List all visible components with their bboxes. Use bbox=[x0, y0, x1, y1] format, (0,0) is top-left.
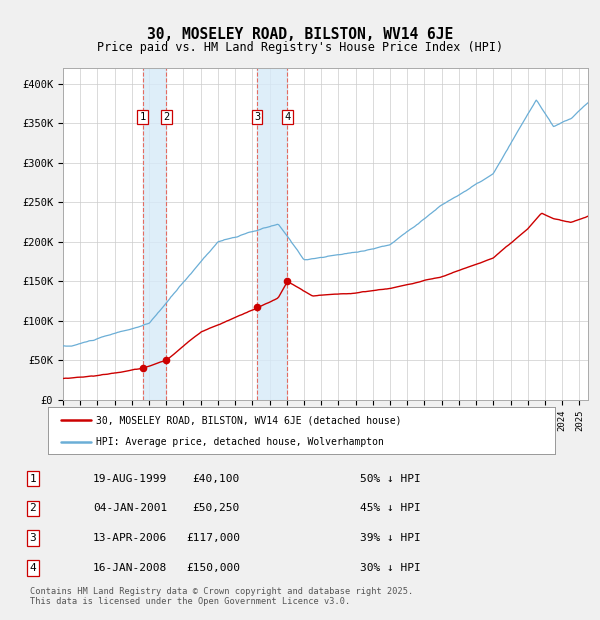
Text: 3: 3 bbox=[29, 533, 37, 543]
Text: 1: 1 bbox=[29, 474, 37, 484]
Text: £150,000: £150,000 bbox=[186, 563, 240, 573]
Text: 1: 1 bbox=[140, 112, 146, 122]
Text: £117,000: £117,000 bbox=[186, 533, 240, 543]
Text: 2: 2 bbox=[163, 112, 170, 122]
Text: 16-JAN-2008: 16-JAN-2008 bbox=[93, 563, 167, 573]
Text: £40,100: £40,100 bbox=[193, 474, 240, 484]
Bar bbox=[143, 68, 166, 400]
Text: HPI: Average price, detached house, Wolverhampton: HPI: Average price, detached house, Wolv… bbox=[96, 437, 384, 447]
Text: 45% ↓ HPI: 45% ↓ HPI bbox=[360, 503, 421, 513]
Text: 2: 2 bbox=[29, 503, 37, 513]
Bar bbox=[257, 68, 287, 400]
Text: 50% ↓ HPI: 50% ↓ HPI bbox=[360, 474, 421, 484]
Text: 30% ↓ HPI: 30% ↓ HPI bbox=[360, 563, 421, 573]
Text: 13-APR-2006: 13-APR-2006 bbox=[93, 533, 167, 543]
Text: Price paid vs. HM Land Registry's House Price Index (HPI): Price paid vs. HM Land Registry's House … bbox=[97, 41, 503, 53]
Text: 30, MOSELEY ROAD, BILSTON, WV14 6JE (detached house): 30, MOSELEY ROAD, BILSTON, WV14 6JE (det… bbox=[96, 415, 401, 425]
Text: 39% ↓ HPI: 39% ↓ HPI bbox=[360, 533, 421, 543]
Text: 3: 3 bbox=[254, 112, 260, 122]
Text: 30, MOSELEY ROAD, BILSTON, WV14 6JE: 30, MOSELEY ROAD, BILSTON, WV14 6JE bbox=[147, 27, 453, 42]
Text: Contains HM Land Registry data © Crown copyright and database right 2025.
This d: Contains HM Land Registry data © Crown c… bbox=[30, 587, 413, 606]
Text: 04-JAN-2001: 04-JAN-2001 bbox=[93, 503, 167, 513]
Text: 4: 4 bbox=[284, 112, 290, 122]
Text: £50,250: £50,250 bbox=[193, 503, 240, 513]
Text: 4: 4 bbox=[29, 563, 37, 573]
Text: 19-AUG-1999: 19-AUG-1999 bbox=[93, 474, 167, 484]
